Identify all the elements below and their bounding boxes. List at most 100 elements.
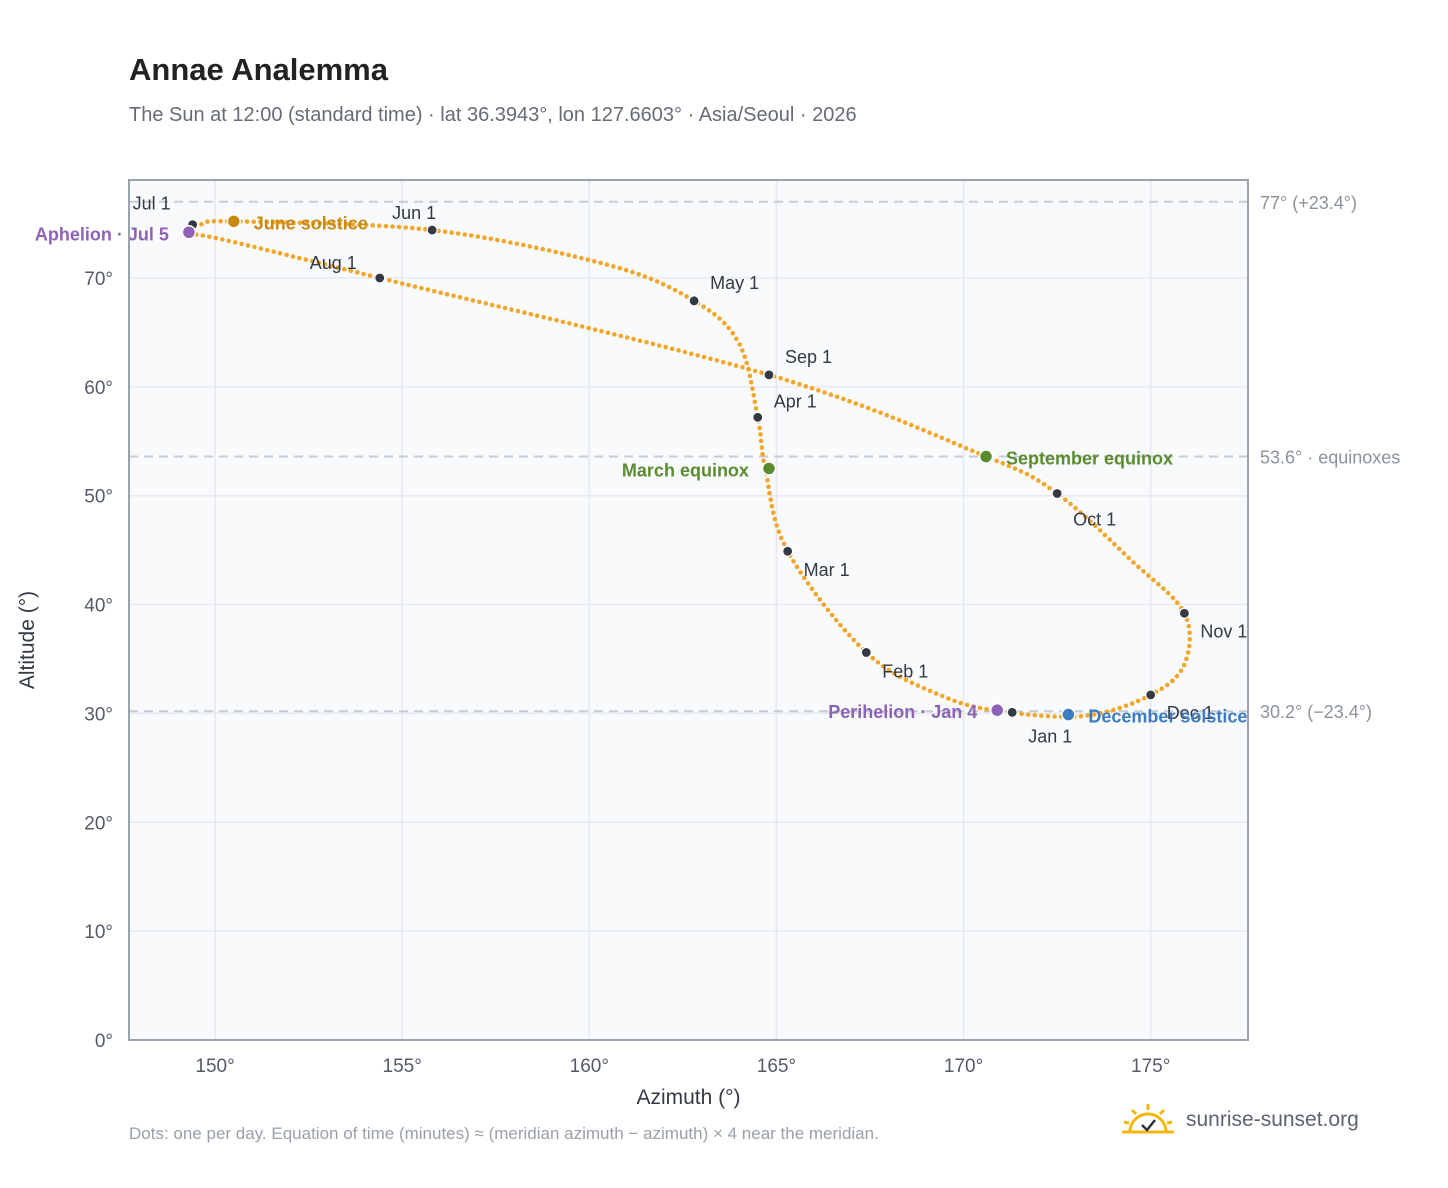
daily-dot bbox=[329, 263, 334, 269]
daily-dot bbox=[213, 235, 219, 241]
daily-dot bbox=[828, 392, 834, 398]
daily-dot bbox=[896, 417, 902, 423]
daily-dot bbox=[449, 230, 455, 235]
daily-dot bbox=[1006, 463, 1012, 469]
daily-dot bbox=[290, 254, 296, 259]
daily-dot bbox=[952, 698, 957, 704]
daily-dot bbox=[599, 328, 604, 334]
daily-dot bbox=[841, 396, 846, 402]
daily-dot bbox=[767, 490, 772, 496]
event-marker bbox=[1061, 707, 1076, 722]
daily-dot bbox=[884, 412, 890, 418]
daily-dot bbox=[631, 336, 636, 342]
daily-dot bbox=[678, 290, 684, 296]
daily-dot bbox=[946, 696, 951, 701]
daily-dot bbox=[469, 233, 474, 238]
daily-dot bbox=[752, 368, 758, 374]
daily-dot bbox=[554, 318, 559, 323]
daily-dot bbox=[1159, 686, 1164, 691]
daily-dot bbox=[258, 219, 263, 225]
daily-dot bbox=[573, 322, 579, 328]
daily-dot bbox=[746, 367, 751, 372]
daily-dot bbox=[1181, 662, 1187, 668]
brand[interactable]: sunrise-sunset.org bbox=[1120, 1102, 1359, 1138]
daily-dot bbox=[251, 219, 256, 225]
daily-dot bbox=[611, 264, 616, 269]
daily-dot bbox=[1185, 650, 1191, 655]
daily-dot bbox=[650, 341, 656, 347]
daily-dot bbox=[1036, 478, 1041, 483]
daily-dot bbox=[752, 399, 758, 405]
daily-dot bbox=[984, 706, 989, 712]
month-marker bbox=[752, 411, 764, 423]
daily-dot bbox=[244, 219, 250, 224]
x-tick-label: 170° bbox=[944, 1056, 983, 1077]
brand-name: sunrise-sunset.org bbox=[1186, 1108, 1359, 1131]
daily-dot bbox=[1165, 590, 1171, 596]
daily-dot bbox=[1024, 471, 1030, 477]
daily-dot bbox=[921, 686, 927, 691]
daily-dot bbox=[722, 320, 727, 326]
daily-dot bbox=[939, 435, 945, 441]
daily-dot bbox=[403, 225, 409, 230]
daily-dot bbox=[958, 700, 964, 706]
daily-dot bbox=[637, 338, 643, 344]
event-marker bbox=[181, 225, 197, 240]
daily-dot bbox=[605, 330, 611, 336]
daily-dot bbox=[277, 251, 283, 256]
daily-dot bbox=[1097, 528, 1103, 533]
daily-dot bbox=[1012, 466, 1018, 471]
daily-dot bbox=[585, 257, 591, 263]
daily-dot bbox=[657, 343, 662, 348]
daily-dot bbox=[199, 221, 204, 227]
month-label: Mar 1 bbox=[804, 560, 850, 580]
daily-dot bbox=[750, 386, 755, 392]
daily-dot bbox=[751, 393, 756, 398]
month-marker bbox=[1178, 607, 1190, 619]
daily-dot bbox=[553, 249, 558, 255]
daily-dot bbox=[1019, 711, 1024, 717]
daily-dot bbox=[541, 314, 546, 320]
daily-dot bbox=[771, 510, 776, 515]
daily-dot bbox=[342, 266, 347, 272]
daily-dot bbox=[790, 379, 796, 385]
daily-dot bbox=[624, 335, 630, 340]
daily-dot bbox=[730, 330, 736, 336]
daily-dot bbox=[761, 458, 766, 464]
daily-dot bbox=[432, 288, 437, 294]
daily-dot bbox=[502, 305, 508, 311]
daily-dot bbox=[1000, 461, 1006, 466]
daily-dot bbox=[805, 581, 811, 586]
daily-dot bbox=[1187, 637, 1193, 642]
daily-dot bbox=[769, 503, 775, 509]
y-tick-label: 10° bbox=[84, 922, 113, 943]
daily-dot bbox=[457, 295, 463, 300]
daily-dot bbox=[813, 591, 819, 597]
daily-dot bbox=[489, 302, 495, 308]
daily-dot bbox=[1146, 573, 1151, 578]
daily-dot bbox=[220, 237, 225, 242]
daily-dot bbox=[733, 363, 739, 368]
daily-dot bbox=[1123, 703, 1129, 709]
daily-dot bbox=[442, 229, 448, 234]
daily-dot bbox=[546, 248, 552, 253]
daily-dot bbox=[744, 360, 749, 366]
sun-check-icon bbox=[1122, 1104, 1174, 1134]
daily-dot bbox=[357, 222, 362, 227]
daily-dot bbox=[598, 260, 603, 266]
daily-dot bbox=[994, 458, 999, 464]
daily-dot bbox=[642, 274, 648, 279]
daily-dot bbox=[521, 242, 526, 248]
daily-dot bbox=[291, 220, 296, 225]
daily-dot bbox=[676, 348, 681, 353]
daily-dot bbox=[1047, 485, 1052, 491]
daily-dot bbox=[387, 278, 392, 283]
daily-dot bbox=[712, 312, 717, 317]
month-marker bbox=[1145, 689, 1157, 701]
daily-dot bbox=[416, 226, 422, 231]
daily-dot bbox=[748, 380, 754, 385]
daily-dot bbox=[514, 241, 520, 246]
daily-dot bbox=[847, 632, 852, 638]
event-marker bbox=[226, 214, 242, 229]
daily-dot bbox=[1116, 546, 1122, 552]
